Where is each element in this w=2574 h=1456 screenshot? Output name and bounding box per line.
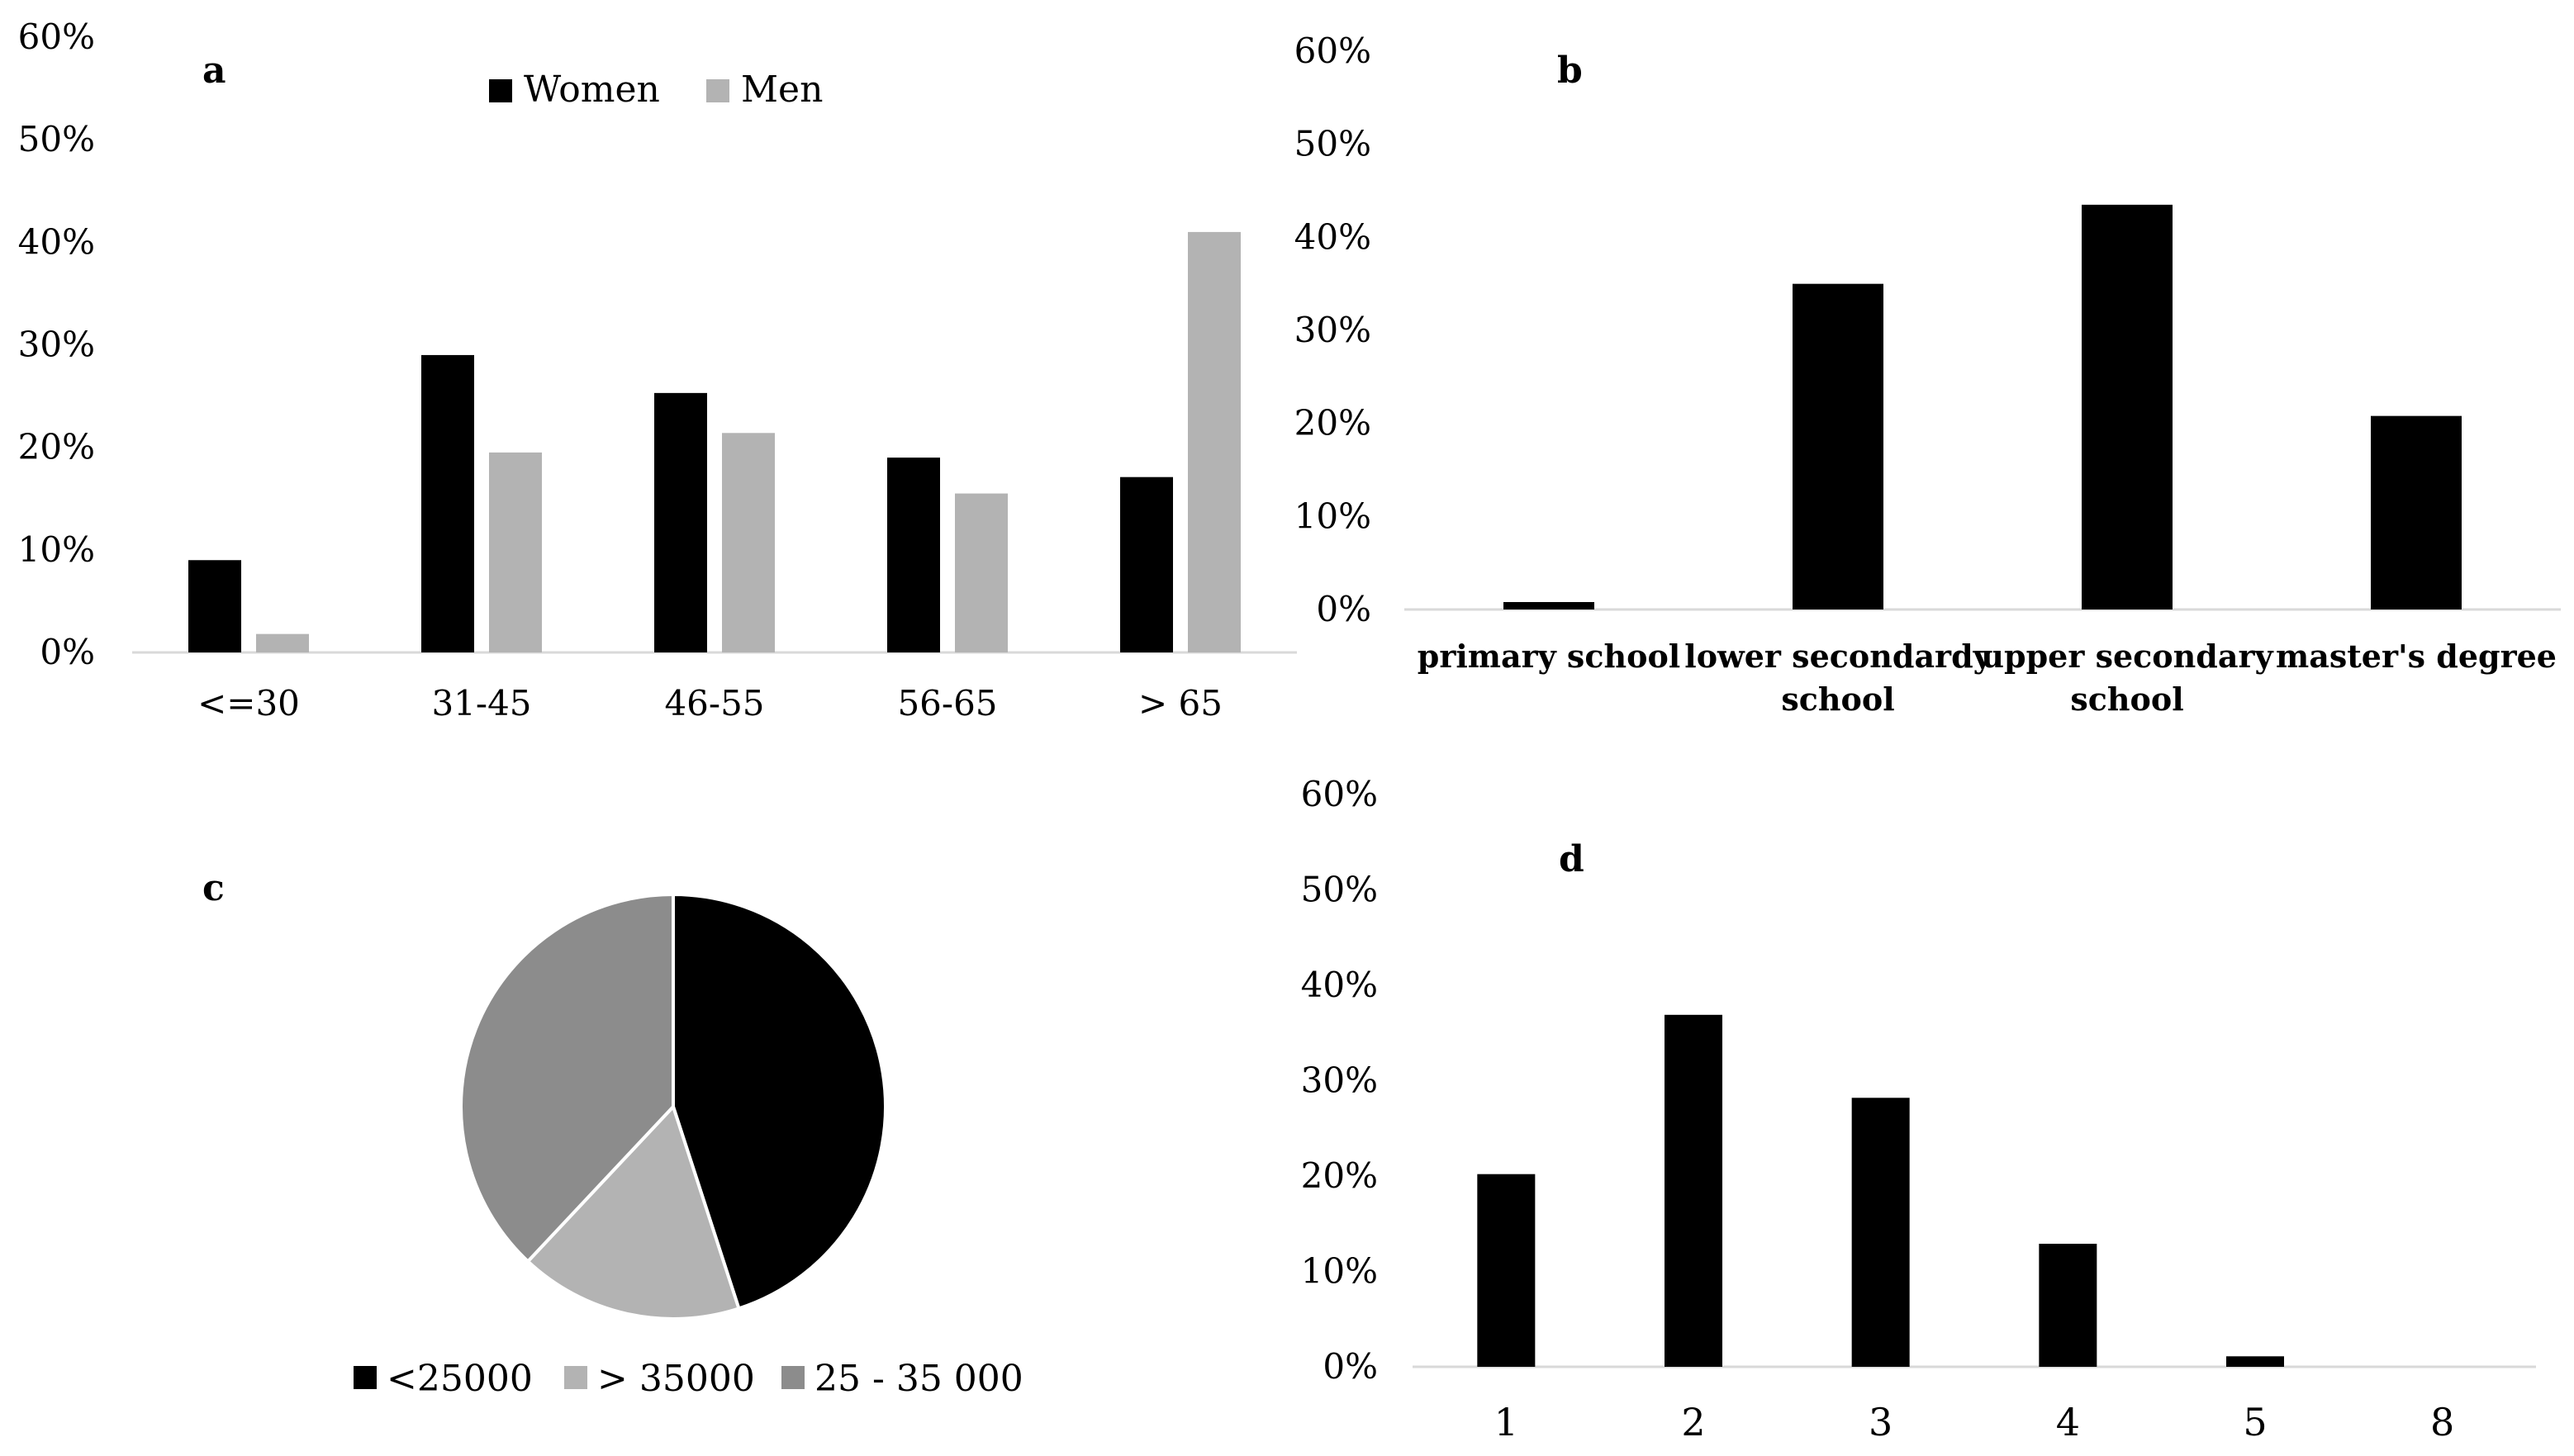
x-tick-label: upper secondary: [1981, 638, 2273, 675]
y-tick-label: 30%: [1294, 310, 1371, 350]
x-tick-label: 5: [2243, 1400, 2267, 1444]
panel-b: b 0% 10% 20% 30% 40% 50% 60% primary school lowe…: [1294, 31, 2561, 718]
bar: [1793, 283, 1883, 609]
y-tick-label: 50%: [1301, 870, 1378, 910]
bar: [489, 452, 542, 652]
pie-slice: [459, 892, 675, 1264]
legend-swatch: [781, 1366, 805, 1389]
y-tick-label: 20%: [1294, 403, 1371, 443]
panel-c: c <25000 > 35000 25 - 35 000: [202, 867, 1023, 1400]
y-tick-label: 60%: [18, 17, 95, 57]
y-tick-label: 0%: [1323, 1346, 1378, 1387]
panel-letter-c: c: [202, 867, 225, 909]
bar: [2039, 1244, 2097, 1367]
y-tick-label: 10%: [18, 529, 95, 570]
y-tick-label: 20%: [18, 427, 95, 467]
pie-slice: [525, 1103, 741, 1321]
bar: [654, 392, 707, 652]
y-tick-label: 50%: [1294, 124, 1371, 164]
y-tick-label: 50%: [18, 119, 95, 159]
y-tick-label: 0%: [1316, 589, 1371, 629]
bar: [2226, 1356, 2284, 1367]
x-tick-label: <=30: [197, 683, 300, 723]
x-tick-label: 56-65: [897, 683, 997, 723]
bar: [1851, 1098, 1910, 1367]
x-tick-label: 8: [2430, 1400, 2454, 1444]
legend-swatch: [706, 79, 729, 102]
panel-a: a 0% 10% 20% 30% 40% 50% 60% <=30 31-45 46-55 56-6…: [18, 17, 1297, 723]
y-tick-label: 10%: [1294, 496, 1371, 536]
y-tick-label: 60%: [1301, 774, 1378, 814]
x-tick-label: lower secondardy: [1684, 638, 1992, 675]
x-tick-label: 46-55: [664, 683, 764, 723]
panel-letter-a: a: [202, 50, 226, 92]
bar: [2082, 204, 2173, 609]
x-tick-label: 2: [1681, 1400, 1705, 1444]
x-tick-label: > 65: [1138, 683, 1223, 723]
panel-letter-d: d: [1559, 838, 1584, 880]
y-tick-label: 40%: [18, 221, 95, 262]
bar: [1120, 477, 1173, 652]
y-tick-label: 10%: [1301, 1251, 1378, 1292]
y-tick-label: 30%: [18, 325, 95, 365]
panel-letter-b: b: [1557, 50, 1583, 92]
bar: [188, 560, 241, 652]
legend-swatch: [354, 1366, 377, 1389]
bar: [1188, 231, 1241, 652]
panel-d: d 0% 10% 20% 30% 40% 50% 60% 1 2 3 4 5 8: [1301, 774, 2536, 1444]
y-tick-label: 40%: [1301, 965, 1378, 1005]
bar: [955, 493, 1008, 652]
bar: [722, 433, 775, 652]
pie-slice: [672, 892, 887, 1311]
bar: [1477, 1174, 1536, 1367]
x-tick-label: 4: [2056, 1400, 2080, 1444]
x-tick-label: 1: [1494, 1400, 1518, 1444]
bar: [1503, 601, 1594, 609]
bar: [887, 458, 940, 652]
y-tick-label: 40%: [1294, 216, 1371, 257]
legend-label: > 35000: [597, 1358, 755, 1400]
legend-swatch: [489, 79, 512, 102]
bar: [256, 633, 309, 652]
legend-label: 25 - 35 000: [814, 1358, 1023, 1400]
x-tick-label: school: [2070, 681, 2183, 718]
legend-label: <25000: [387, 1358, 533, 1400]
x-tick-label: master's degree: [2276, 638, 2557, 675]
bar: [2371, 415, 2462, 609]
y-tick-label: 60%: [1294, 31, 1371, 71]
legend-label: Women: [524, 69, 660, 111]
x-tick-label: school: [1781, 681, 1894, 718]
bar: [1665, 1014, 1722, 1367]
legend-swatch: [564, 1366, 587, 1389]
x-tick-label: 3: [1869, 1400, 1893, 1444]
x-tick-label: primary school: [1418, 638, 1680, 675]
y-tick-label: 0%: [40, 632, 95, 672]
legend-label: Men: [741, 69, 823, 111]
y-tick-label: 20%: [1301, 1155, 1378, 1196]
x-tick-label: 31-45: [431, 683, 531, 723]
bar: [421, 354, 474, 652]
y-tick-label: 30%: [1301, 1060, 1378, 1101]
